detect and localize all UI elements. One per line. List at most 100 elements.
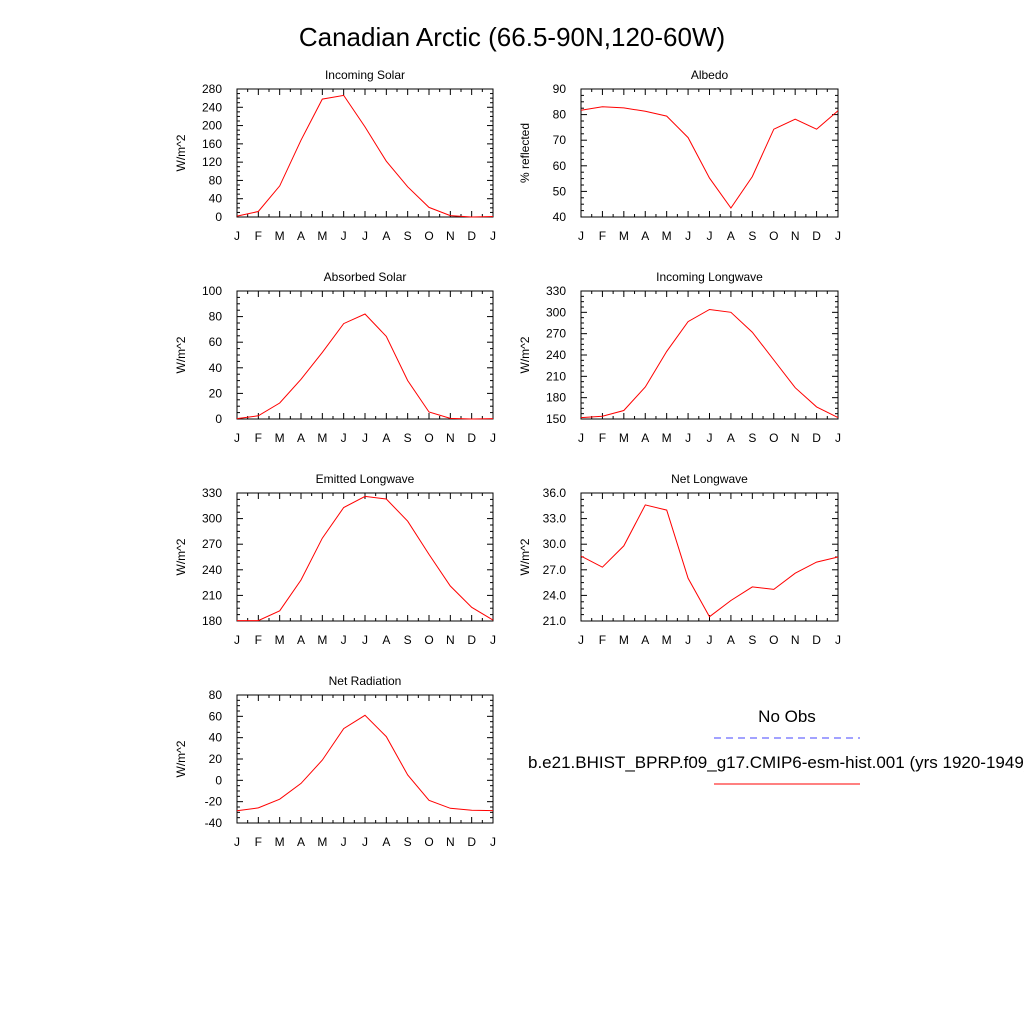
x-tick-label: N bbox=[791, 431, 800, 445]
y-tick-label: 160 bbox=[202, 137, 222, 151]
panel-title: Albedo bbox=[691, 68, 729, 82]
x-tick-label: J bbox=[835, 229, 841, 243]
plot-frame bbox=[580, 492, 839, 622]
x-tick-label: D bbox=[467, 229, 476, 243]
x-ticks bbox=[236, 695, 494, 823]
x-tick-label: M bbox=[619, 431, 629, 445]
x-tick-label: J bbox=[234, 835, 240, 849]
y-tick-label: 240 bbox=[546, 348, 566, 362]
y-tick-label: 100 bbox=[202, 284, 222, 298]
x-tick-label: J bbox=[341, 431, 347, 445]
x-tick-label: D bbox=[467, 835, 476, 849]
x-tick-label: A bbox=[641, 633, 649, 647]
x-tick-label: D bbox=[467, 431, 476, 445]
x-tick-label: J bbox=[685, 229, 691, 243]
plot-frame bbox=[236, 290, 494, 420]
x-tick-label: M bbox=[317, 229, 327, 243]
x-tick-label: J bbox=[490, 835, 496, 849]
y-ticks bbox=[581, 492, 838, 622]
x-tick-label: J bbox=[341, 835, 347, 849]
x-tick-label: A bbox=[297, 229, 305, 243]
y-tick-label: 0 bbox=[215, 773, 222, 787]
y-tick-label: 27.0 bbox=[543, 563, 567, 577]
y-axis-label: W/m^2 bbox=[174, 538, 188, 575]
x-tick-label: S bbox=[748, 431, 756, 445]
x-tick-label: M bbox=[275, 633, 285, 647]
y-tick-label: 80 bbox=[209, 310, 223, 324]
x-tick-label: O bbox=[424, 431, 433, 445]
y-tick-label: 24.0 bbox=[543, 588, 567, 602]
series-line bbox=[236, 714, 494, 812]
x-tick-label: M bbox=[275, 229, 285, 243]
x-tick-label: O bbox=[424, 835, 433, 849]
x-ticks bbox=[236, 493, 494, 621]
x-tick-label: F bbox=[255, 431, 262, 445]
y-tick-label: 40 bbox=[553, 210, 567, 224]
x-tick-label: A bbox=[641, 431, 649, 445]
plot-frame bbox=[236, 88, 494, 218]
x-tick-label: J bbox=[578, 633, 584, 647]
x-tick-label: J bbox=[341, 633, 347, 647]
y-tick-label: 210 bbox=[546, 369, 566, 383]
panel-title: Net Radiation bbox=[329, 674, 402, 688]
y-axis-label: % reflected bbox=[518, 123, 532, 183]
y-ticks bbox=[237, 492, 493, 622]
x-tick-label: J bbox=[362, 835, 368, 849]
x-tick-label: A bbox=[297, 431, 305, 445]
x-tick-label: N bbox=[446, 431, 455, 445]
x-tick-label: J bbox=[362, 431, 368, 445]
x-ticks bbox=[236, 291, 494, 419]
y-tick-label: 20 bbox=[209, 386, 223, 400]
y-axis-label: W/m^2 bbox=[174, 134, 188, 171]
x-tick-label: F bbox=[255, 835, 262, 849]
y-tick-label: 30.0 bbox=[543, 537, 567, 551]
x-tick-label: N bbox=[446, 229, 455, 243]
x-tick-label: O bbox=[424, 229, 433, 243]
legend-model-label: b.e21.BHIST_BPRP.f09_g17.CMIP6-esm-hist.… bbox=[528, 753, 1024, 772]
x-tick-label: J bbox=[707, 229, 713, 243]
y-tick-label: 60 bbox=[553, 159, 567, 173]
x-tick-label: S bbox=[748, 229, 756, 243]
x-tick-label: J bbox=[707, 633, 713, 647]
y-tick-label: 40 bbox=[209, 361, 223, 375]
x-tick-label: S bbox=[748, 633, 756, 647]
x-tick-label: N bbox=[446, 633, 455, 647]
x-tick-label: J bbox=[362, 633, 368, 647]
plot-frame bbox=[580, 88, 839, 218]
x-tick-label: J bbox=[578, 431, 584, 445]
series-line bbox=[236, 313, 494, 420]
plot-frame bbox=[236, 492, 494, 622]
y-tick-label: 36.0 bbox=[543, 486, 567, 500]
x-tick-label: J bbox=[490, 229, 496, 243]
y-tick-label: 80 bbox=[209, 173, 223, 187]
x-tick-label: F bbox=[599, 431, 606, 445]
y-tick-label: 33.0 bbox=[543, 512, 567, 526]
y-tick-label: 270 bbox=[546, 327, 566, 341]
x-tick-label: O bbox=[769, 431, 778, 445]
x-tick-label: D bbox=[467, 633, 476, 647]
x-tick-label: A bbox=[382, 633, 390, 647]
x-tick-label: J bbox=[341, 229, 347, 243]
x-tick-label: J bbox=[362, 229, 368, 243]
x-tick-label: A bbox=[382, 835, 390, 849]
x-tick-label: F bbox=[255, 633, 262, 647]
y-tick-label: 330 bbox=[546, 284, 566, 298]
x-tick-label: J bbox=[707, 431, 713, 445]
x-tick-label: N bbox=[791, 229, 800, 243]
x-tick-label: O bbox=[424, 633, 433, 647]
panel-title: Incoming Longwave bbox=[656, 270, 763, 284]
x-tick-label: O bbox=[769, 633, 778, 647]
x-tick-label: J bbox=[490, 633, 496, 647]
y-tick-label: 150 bbox=[546, 412, 566, 426]
x-ticks bbox=[580, 493, 839, 621]
x-tick-label: S bbox=[404, 229, 412, 243]
y-tick-label: 50 bbox=[553, 184, 567, 198]
x-tick-label: D bbox=[812, 229, 821, 243]
x-tick-label: J bbox=[835, 431, 841, 445]
x-tick-label: J bbox=[835, 633, 841, 647]
